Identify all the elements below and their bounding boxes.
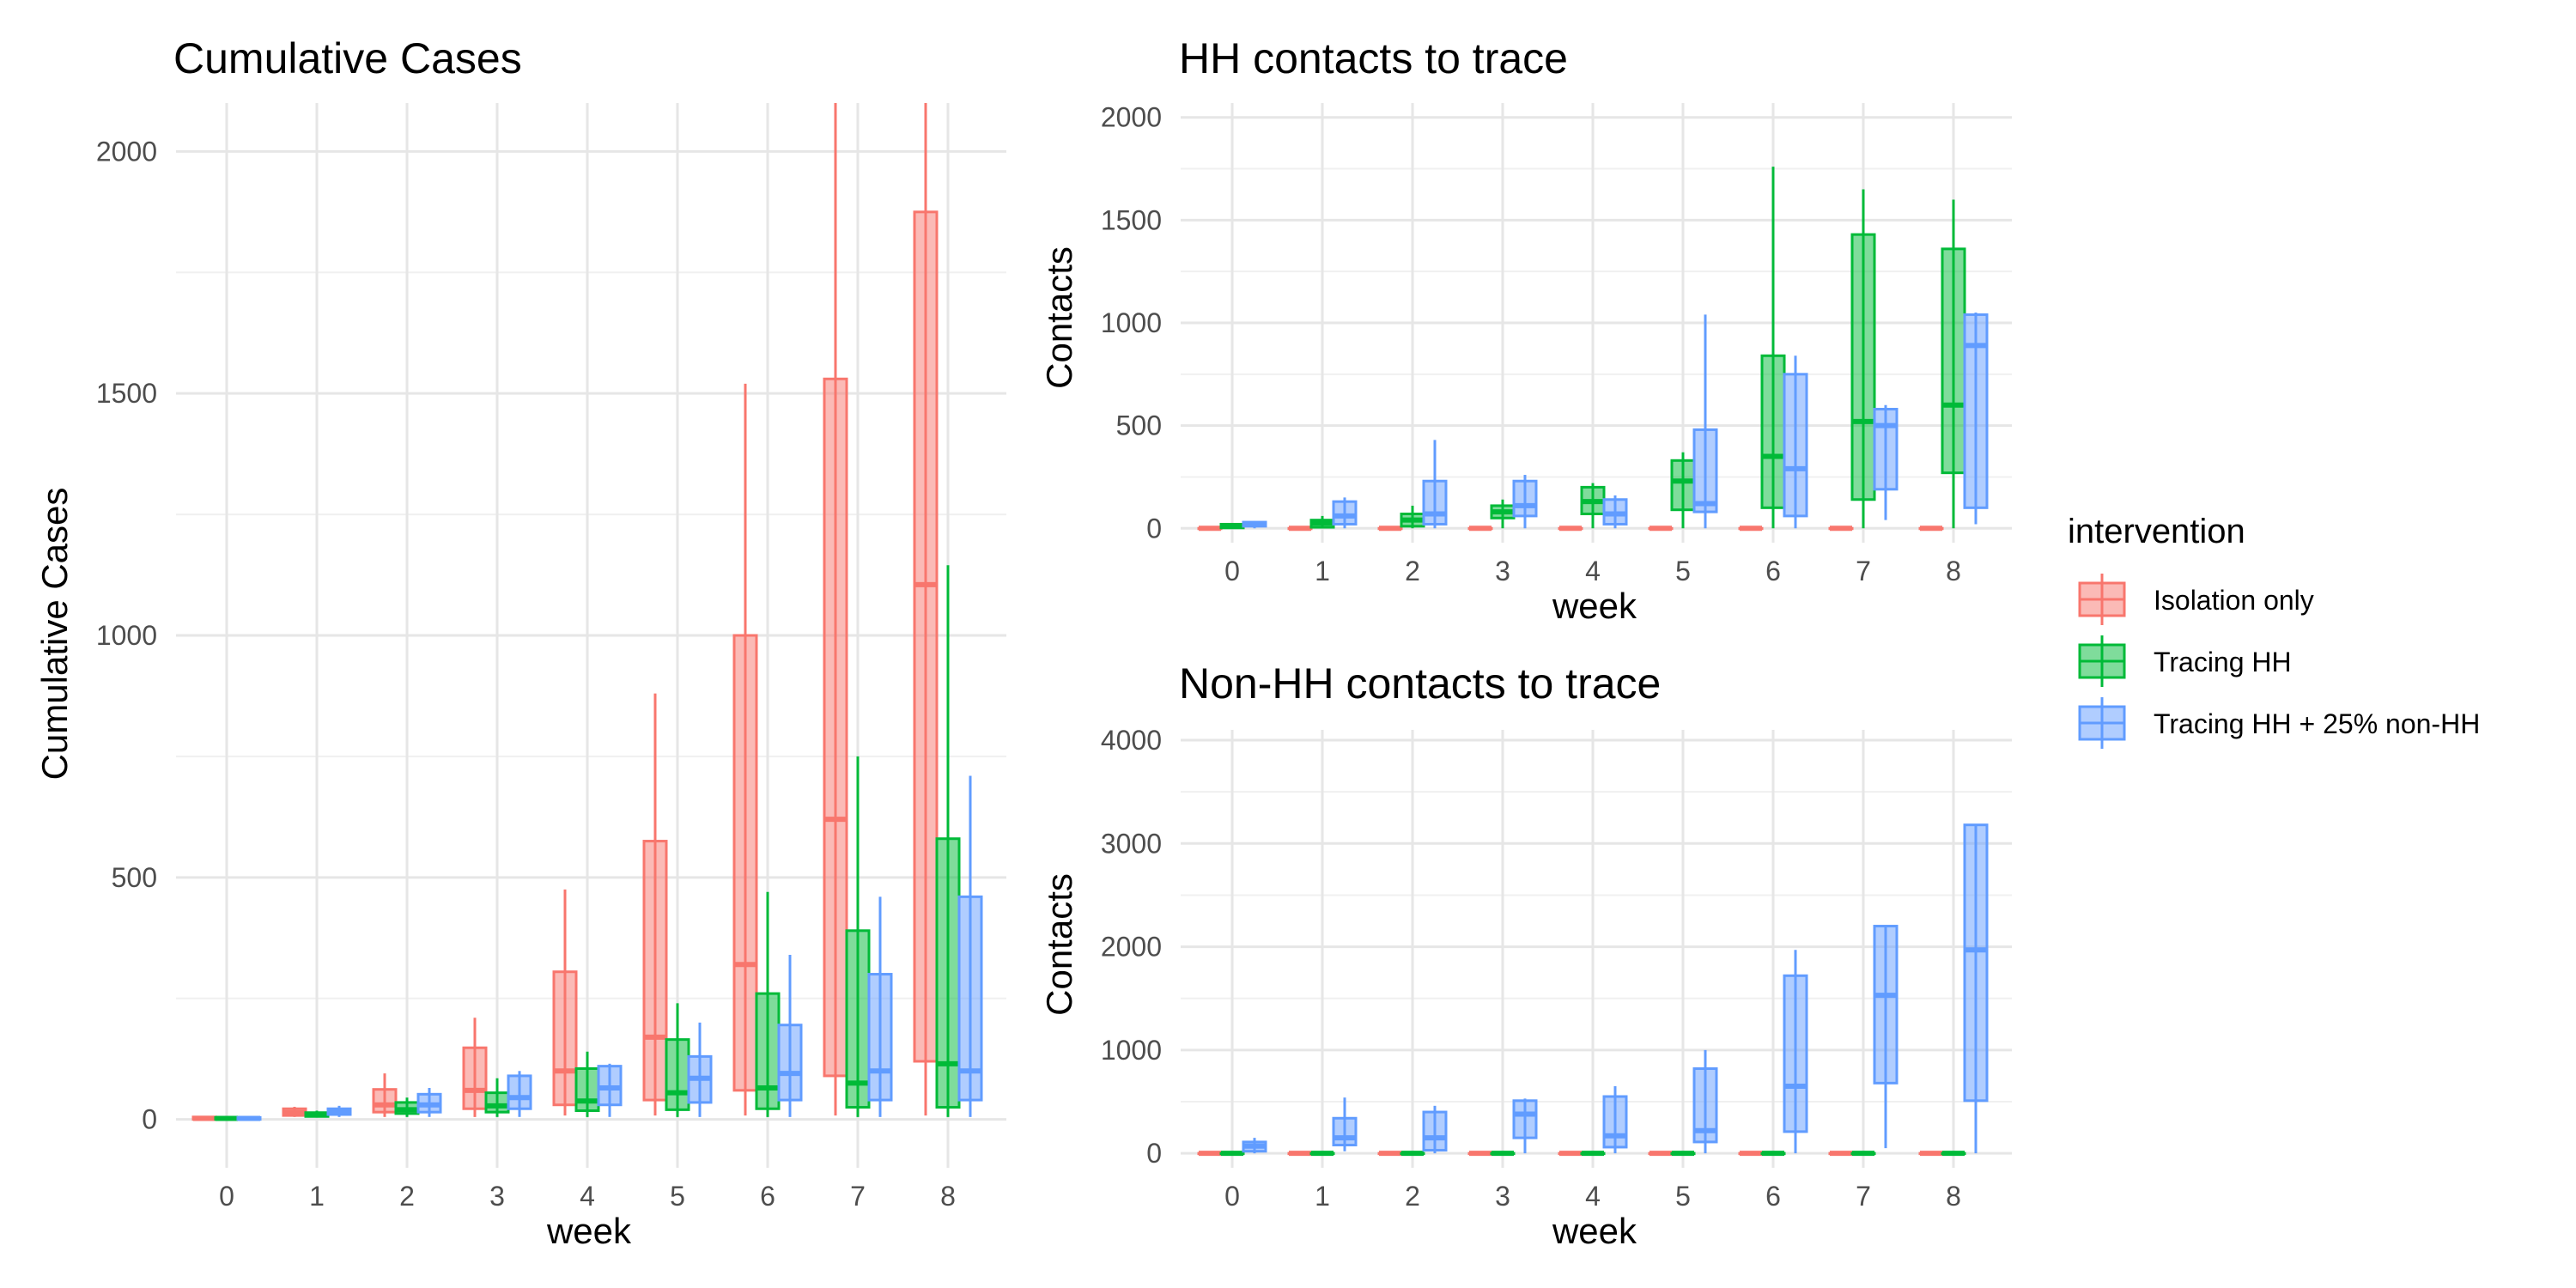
x-tick-label: 0 [219, 1181, 234, 1212]
plot-cumulative-cases: 0 500 1000 1500 2000 0 1 2 3 4 5 6 7 8 [96, 103, 1006, 1212]
x-tick-label: 3 [1495, 1181, 1510, 1212]
box-tracing-hh [935, 837, 961, 1109]
y-tick-label: 500 [112, 862, 157, 893]
box-tracing-hh [1670, 459, 1696, 512]
legend-label-tracing-hh: Tracing HH [2154, 647, 2292, 677]
legend-key-isolation-only [2078, 574, 2126, 625]
y-tick-label: 2000 [96, 136, 157, 167]
box-tracing-hh [755, 992, 781, 1110]
box-isolation-only [552, 970, 578, 1107]
box-tracing-hh-25-non-hh [1783, 373, 1808, 518]
panel-title-hh-contacts: HH contacts to trace [1179, 34, 1568, 82]
x-tick-label: 3 [489, 1181, 505, 1212]
x-tick-label: 3 [1495, 556, 1510, 586]
y-tick-label: 1000 [96, 620, 157, 651]
x-tick-label: 6 [760, 1181, 775, 1212]
x-tick-label: 7 [1856, 556, 1871, 586]
legend-title: intervention [2068, 513, 2245, 550]
y-tick-label: 500 [1116, 410, 1162, 441]
x-tick-label: 0 [1224, 1181, 1240, 1212]
box-tracing-hh [1760, 354, 1786, 509]
y-axis-label-non-hh-contacts: Contacts [1039, 873, 1079, 1016]
x-tick-label: 6 [1765, 556, 1781, 586]
x-tick-label: 2 [399, 1181, 415, 1212]
box-tracing-hh [1941, 247, 1966, 475]
y-axis-label-hh-contacts: Contacts [1039, 246, 1079, 389]
box-isolation-only [732, 634, 758, 1092]
y-tick-label: 1500 [1101, 204, 1162, 235]
x-tick-label: 7 [850, 1181, 866, 1212]
legend-label-isolation-only: Isolation only [2154, 585, 2314, 616]
box-tracing-hh-25-non-hh [1422, 479, 1448, 526]
x-axis-label-cumulative-cases: week [546, 1211, 632, 1251]
x-tick-label: 2 [1405, 556, 1420, 586]
box-tracing-hh-25-non-hh [867, 973, 893, 1102]
x-tick-label: 8 [940, 1181, 956, 1212]
x-axis-label-non-hh-contacts: week [1552, 1211, 1637, 1251]
box-tracing-hh-25-non-hh [1873, 925, 1899, 1084]
panel-title-non-hh-contacts: Non-HH contacts to trace [1179, 659, 1661, 708]
x-tick-label: 1 [309, 1181, 325, 1212]
legend-key-tracing-hh-25-non-hh [2078, 697, 2126, 749]
legend: intervention Isolation only Tracing HH T… [2068, 513, 2480, 749]
y-tick-label: 3000 [1101, 828, 1162, 859]
box-tracing-hh-25-non-hh [1963, 823, 1989, 1103]
y-tick-label: 1000 [1101, 307, 1162, 338]
box-tracing-hh-25-non-hh [957, 895, 983, 1102]
box-isolation-only [642, 840, 668, 1102]
panel-title-cumulative-cases: Cumulative Cases [173, 34, 522, 82]
y-tick-label: 1500 [96, 378, 157, 409]
box-tracing-hh-25-non-hh [777, 1024, 803, 1102]
x-tick-label: 4 [1585, 1181, 1601, 1212]
box-tracing-hh [484, 1091, 510, 1114]
x-tick-label: 5 [1675, 1181, 1691, 1212]
box-tracing-hh-25-non-hh [1512, 479, 1538, 518]
x-tick-label: 1 [1315, 1181, 1330, 1212]
y-axis-label-cumulative-cases: Cumulative Cases [34, 488, 75, 781]
y-tick-label: 2000 [1101, 102, 1162, 133]
plot-non-hh-contacts: 0 1000 2000 3000 4000 0 1 2 3 4 5 6 7 8 [1101, 725, 2012, 1212]
box-tracing-hh-25-non-hh [1332, 500, 1358, 526]
y-tick-label: 4000 [1101, 725, 1162, 756]
box-isolation-only [372, 1088, 398, 1114]
x-tick-label: 6 [1765, 1181, 1781, 1212]
box-tracing-hh [574, 1066, 600, 1112]
box-tracing-hh-25-non-hh [1512, 1099, 1538, 1139]
legend-item-tracing-hh-25-non-hh: Tracing HH + 25% non-HH [2078, 697, 2480, 749]
box-isolation-only [462, 1046, 488, 1110]
x-tick-label: 8 [1946, 1181, 1961, 1212]
x-tick-label: 2 [1405, 1181, 1420, 1212]
legend-label-tracing-hh-25-non-hh: Tracing HH + 25% non-HH [2154, 708, 2480, 739]
box-tracing-hh-25-non-hh [1783, 974, 1808, 1133]
box-tracing-hh [1850, 233, 1876, 501]
legend-item-isolation-only: Isolation only [2078, 574, 2314, 625]
x-tick-label: 5 [670, 1181, 685, 1212]
x-tick-label: 4 [580, 1181, 595, 1212]
box-tracing-hh-25-non-hh [1422, 1110, 1448, 1152]
x-tick-label: 1 [1315, 556, 1330, 586]
box-tracing-hh-25-non-hh [1602, 1095, 1628, 1149]
legend-item-tracing-hh: Tracing HH [2078, 635, 2292, 687]
box-tracing-hh [665, 1038, 690, 1111]
box-tracing-hh-25-non-hh [1332, 1116, 1358, 1147]
box-isolation-only [823, 377, 848, 1078]
box-tracing-hh-25-non-hh [1873, 407, 1899, 491]
legend-key-tracing-hh [2078, 635, 2126, 687]
box-tracing-hh-25-non-hh [1692, 428, 1718, 513]
y-tick-label: 2000 [1101, 932, 1162, 963]
y-tick-label: 0 [1146, 513, 1162, 544]
x-tick-label: 7 [1856, 1181, 1871, 1212]
x-tick-label: 5 [1675, 556, 1691, 586]
box-tracing-hh-25-non-hh [507, 1074, 532, 1110]
y-tick-label: 1000 [1101, 1035, 1162, 1066]
x-axis-label-hh-contacts: week [1552, 586, 1637, 626]
y-tick-label: 0 [142, 1104, 157, 1135]
y-tick-label: 0 [1146, 1138, 1162, 1169]
x-tick-label: 0 [1224, 556, 1240, 586]
x-tick-label: 8 [1946, 556, 1961, 586]
x-tick-label: 4 [1585, 556, 1601, 586]
box-isolation-only [913, 210, 939, 1063]
plot-hh-contacts: 0 500 1000 1500 2000 0 1 2 3 4 5 6 7 8 [1101, 102, 2012, 586]
